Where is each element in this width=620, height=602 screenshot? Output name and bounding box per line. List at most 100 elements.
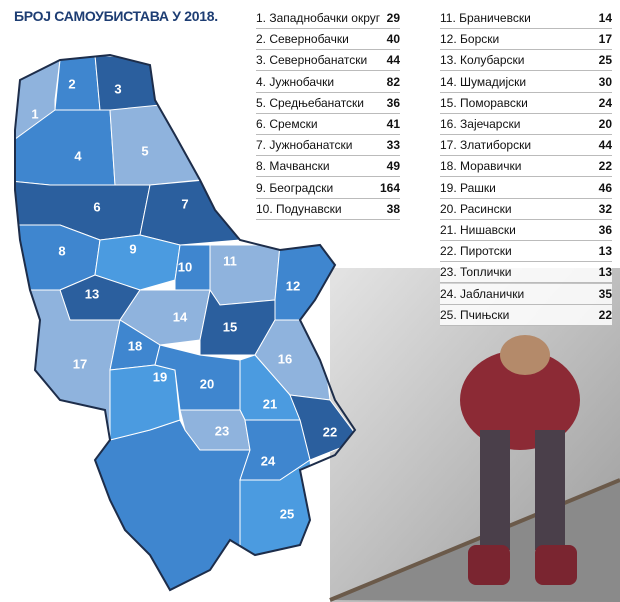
table-row: 3. Севернобанатски 44 [256,50,400,72]
district [139,179,241,246]
table-row: 7. Јужнобанатски 33 [256,135,400,157]
district-label: 6 [93,199,100,214]
table-row: 11. Браничевски 14 [440,8,612,29]
district-label: 2 [68,76,75,91]
table-row: 18. Моравички 22 [440,156,612,178]
table-row: 13. Колубарски 25 [440,50,612,72]
district-name: 14. Шумадијски [440,74,527,89]
district-name: 24. Јабланички [440,286,525,301]
district-label: 19 [153,369,167,384]
district-name: 12. Борски [440,32,500,47]
district-name: 7. Јужнобанатски [256,138,353,153]
table-row: 23. Топлички 13 [440,262,612,284]
table-row: 16. Зајечарски 20 [440,114,612,135]
table-row: 14. Шумадијски 30 [440,71,612,93]
district-name: 1. Западнобачки округ [256,11,381,25]
district-label: 9 [129,241,136,256]
table-row: 22. Пиротски 13 [440,241,612,263]
district-name: 8. Мачвански [256,159,330,174]
district-name: 16. Зајечарски [440,117,521,131]
suicide-count: 24 [598,95,612,110]
district-label: 4 [74,148,82,163]
suicide-count: 49 [386,159,400,174]
district-label: 21 [263,396,277,411]
suicide-count: 46 [598,180,612,195]
table-row: 24. Јабланички 35 [440,283,612,305]
district-name: 4. Јужнобачки [256,74,335,89]
table-row: 12. Борски 17 [440,29,612,51]
table-row: 21. Нишавски 36 [440,220,612,241]
district-name: 15. Поморавски [440,95,528,110]
district-label: 5 [141,143,148,158]
suicide-count: 17 [598,32,612,47]
district-name: 6. Сремски [256,117,318,131]
table-row: 9. Београдски 164 [256,178,400,199]
title: БРОЈ САМОУБИСТАВА У 2018. [14,8,218,24]
district-label: 22 [323,424,337,439]
table-row: 1. Западнобачки округ 29 [256,8,400,29]
suicide-count: 164 [379,180,400,195]
table-row: 25. Пчињски 22 [440,304,612,326]
district-label: 12 [286,278,300,293]
table-row: 10. Подунавски 38 [256,199,400,220]
suicide-count: 22 [598,159,612,174]
suicide-count: 14 [598,11,612,25]
district-label: 1 [31,106,38,121]
district-label: 17 [73,356,87,371]
district-name: 25. Пчињски [440,307,510,322]
suicide-count: 36 [386,95,400,110]
suicide-count: 20 [598,117,612,131]
suicide-count: 33 [386,138,400,153]
suicide-count: 44 [598,138,612,153]
district-label: 20 [200,376,214,391]
table-row: 20. Расински 32 [440,198,612,220]
district-name: 3. Севернобанатски [256,53,368,68]
table-row: 4. Јужнобачки 82 [256,72,400,93]
district-label: 23 [215,423,229,438]
district-label: 10 [178,259,192,274]
district-name: 21. Нишавски [440,223,516,237]
suicide-count: 40 [386,32,400,47]
district-name: 22. Пиротски [440,244,512,259]
table-row: 15. Поморавски 24 [440,92,612,114]
district [109,104,201,186]
district-name: 9. Београдски [256,180,334,195]
suicide-count: 36 [598,223,612,237]
suicide-count: 30 [598,74,612,89]
suicide-count: 13 [598,244,612,259]
table-row: 2. Севернобачки 40 [256,29,400,51]
suicide-count: 22 [598,307,612,322]
district-label: 7 [181,196,188,211]
suicide-count: 38 [386,201,400,216]
district-label: 24 [261,453,276,468]
district-name: 2. Севернобачки [256,32,349,47]
suicide-count: 41 [386,117,400,131]
table-row: 17. Златиборски 44 [440,135,612,157]
district-label: 18 [128,338,142,353]
district-name: 18. Моравички [440,159,522,174]
district-label: 16 [278,351,292,366]
table-row: 8. Мачвански 49 [256,156,400,178]
district-label: 15 [223,319,237,334]
district [209,244,281,306]
district [289,394,355,461]
table-row: 6. Сремски 41 [256,114,400,135]
district-name: 11. Браничевски [440,11,531,25]
district-label: 14 [173,309,188,324]
suicide-count: 29 [386,11,400,25]
district-name: 17. Златиборски [440,138,532,153]
suicide-count: 25 [598,53,612,68]
district-name: 19. Рашки [440,180,496,195]
suicide-count: 44 [386,53,400,68]
district-name: 23. Топлички [440,265,512,280]
suicide-count: 32 [598,201,612,216]
table-row: 5. Средњебанатски 36 [256,93,400,114]
district-label: 13 [85,286,99,301]
district-label: 3 [114,81,121,96]
district-name: 13. Колубарски [440,53,525,68]
district-name: 20. Расински [440,201,512,216]
district-label: 8 [58,243,65,258]
district-name: 5. Средњебанатски [256,95,365,110]
table-row: 19. Рашки 46 [440,177,612,199]
